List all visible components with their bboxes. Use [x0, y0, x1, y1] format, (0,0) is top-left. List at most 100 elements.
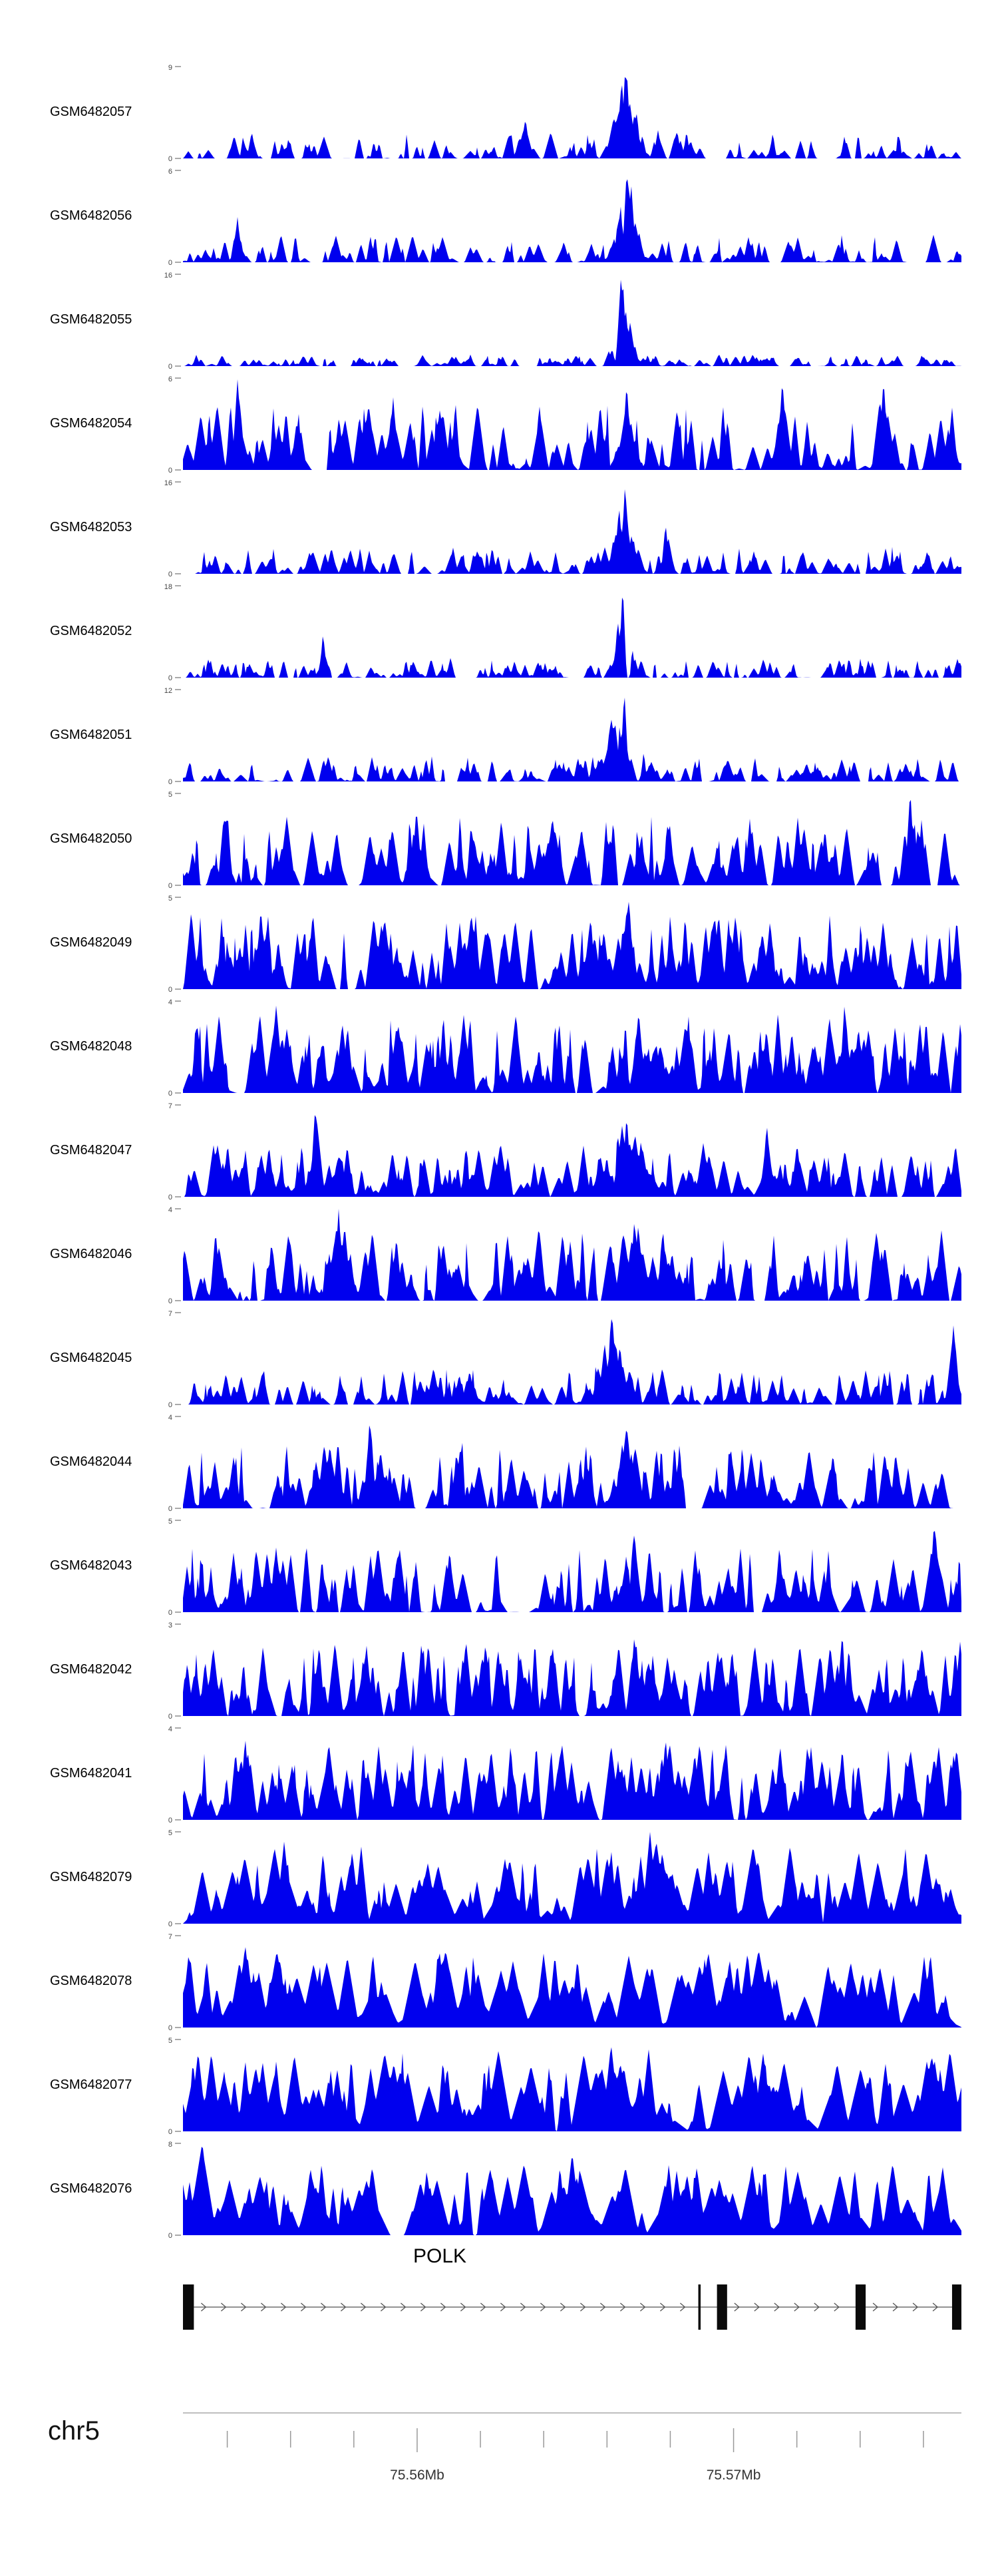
strand-arrow-icon — [679, 2302, 686, 2312]
y-axis-min-label: 0 — [168, 155, 172, 163]
coverage-track-row: GSM6482046 4 0 — [0, 1203, 998, 1307]
y-axis-max-label: 4 — [168, 998, 172, 1006]
y-axis-max-label: 4 — [168, 1206, 172, 1214]
y-axis-min-label: 0 — [168, 986, 172, 994]
coverage-area — [183, 280, 961, 366]
coverage-area — [183, 2047, 961, 2131]
strand-arrow-icon — [892, 2302, 899, 2312]
y-axis-min-label: 0 — [168, 2128, 172, 2136]
strand-arrow-icon — [440, 2302, 446, 2312]
strand-arrow-icon — [834, 2302, 840, 2312]
y-axis-max-label: 7 — [168, 1310, 172, 1318]
coverage-track-row: GSM6482053 16 0 — [0, 476, 998, 580]
genome-axis-track: chr5 75.56Mb 75.57Mb — [0, 2338, 998, 2576]
coverage-plot: 50 — [168, 1518, 961, 1617]
coverage-area — [183, 1639, 961, 1716]
strand-arrow-icon — [659, 2302, 666, 2312]
strand-arrow-icon — [814, 2302, 820, 2312]
coverage-plot: 40 — [168, 1206, 961, 1305]
coverage-area — [183, 698, 961, 781]
exon-box — [698, 2284, 701, 2330]
track-sample-label: GSM6482054 — [50, 416, 132, 431]
coverage-track-row: GSM6482049 5 0 — [0, 891, 998, 995]
y-axis-max-label: 3 — [168, 1621, 172, 1629]
y-axis-max-label: 5 — [168, 791, 172, 799]
y-axis-min-label: 0 — [168, 778, 172, 786]
y-axis-min-label: 0 — [168, 467, 172, 475]
coverage-plot: 70 — [168, 1933, 961, 2032]
coverage-area — [183, 379, 961, 470]
strand-arrow-icon — [794, 2302, 800, 2312]
coverage-plot: 60 — [168, 168, 961, 267]
track-sample-label: GSM6482047 — [50, 1143, 132, 1158]
exon-box — [717, 2284, 727, 2330]
gene-name-label: POLK — [413, 2245, 467, 2267]
track-sample-label: GSM6482043 — [50, 1558, 132, 1573]
strand-arrow-icon — [500, 2302, 506, 2312]
y-axis-max-label: 5 — [168, 895, 172, 903]
y-axis-max-label: 7 — [168, 1933, 172, 1941]
coverage-plot: 40 — [168, 1725, 961, 1825]
track-sample-label: GSM6482053 — [50, 520, 132, 535]
y-axis-min-label: 0 — [168, 363, 172, 371]
track-sample-label: GSM6482041 — [50, 1766, 132, 1781]
strand-arrow-icon — [734, 2302, 740, 2312]
track-sample-label: GSM6482045 — [50, 1351, 132, 1365]
y-axis-min-label: 0 — [168, 1505, 172, 1513]
coverage-area — [183, 1832, 961, 1924]
coverage-tracks: GSM6482057 9 0 GSM6482056 6 0 GSM6482055 16 0 GSM… — [0, 61, 998, 2241]
chromosome-label: chr5 — [48, 2416, 100, 2446]
y-axis-min-label: 0 — [168, 1297, 172, 1305]
coverage-plot: 18 0 — [164, 583, 961, 682]
strand-arrow-icon — [340, 2302, 347, 2312]
y-axis-min-label: 0 — [168, 1713, 172, 1721]
coverage-track-row: GSM6482051 12 0 — [0, 684, 998, 787]
y-axis-min-label: 0 — [168, 882, 172, 890]
strand-arrow-icon — [220, 2302, 227, 2312]
coverage-area — [183, 1209, 961, 1301]
coverage-track-row: GSM6482043 5 0 — [0, 1514, 998, 1618]
y-axis-max-label: 4 — [168, 1725, 172, 1733]
coverage-plot: 70 — [168, 1102, 961, 1201]
strand-arrow-icon — [599, 2302, 606, 2312]
coverage-plot: 16 0 — [164, 479, 961, 578]
y-axis-max-label: 12 — [164, 687, 172, 695]
coverage-plot: 30 — [168, 1621, 961, 1721]
strand-arrow-icon — [774, 2302, 780, 2312]
coverage-plot: 70 — [168, 1310, 961, 1409]
strand-arrow-icon — [300, 2302, 307, 2312]
strand-arrow-icon — [380, 2302, 387, 2312]
coverage-track-row: GSM6482044 4 0 — [0, 1410, 998, 1514]
axis-tick-label: 75.56Mb — [390, 2468, 444, 2483]
strand-arrow-icon — [320, 2302, 327, 2312]
track-sample-label: GSM6482078 — [50, 1974, 132, 1988]
y-axis-min-label: 0 — [168, 1817, 172, 1825]
track-sample-label: GSM6482079 — [50, 1870, 132, 1884]
strand-arrow-icon — [260, 2302, 267, 2312]
y-axis-max-label: 6 — [168, 168, 172, 176]
strand-arrow-icon — [912, 2302, 919, 2312]
strand-arrow-icon — [240, 2302, 247, 2312]
y-axis-min-label: 0 — [168, 1920, 172, 1928]
coverage-track-row: GSM6482050 5 0 — [0, 787, 998, 891]
coverage-track-row: GSM6482079 5 0 — [0, 1826, 998, 1930]
coverage-plot: 80 — [168, 2141, 961, 2240]
y-axis-max-label: 5 — [168, 1518, 172, 1526]
strand-arrow-icon — [360, 2302, 367, 2312]
coverage-track-row: GSM6482042 3 0 — [0, 1618, 998, 1722]
track-sample-label: GSM6482048 — [50, 1039, 132, 1054]
strand-arrow-icon — [420, 2302, 426, 2312]
coverage-track-row: GSM6482076 8 0 — [0, 2137, 998, 2241]
coverage-area — [183, 2147, 961, 2235]
strand-arrow-icon — [540, 2302, 546, 2312]
strand-arrow-icon — [619, 2302, 626, 2312]
track-sample-label: GSM6482050 — [50, 831, 132, 846]
gene-model-track: POLK — [0, 2241, 998, 2338]
coverage-area — [183, 1531, 961, 1612]
track-sample-label: GSM6482051 — [50, 728, 132, 742]
strand-arrow-icon — [460, 2302, 466, 2312]
track-sample-label: GSM6482049 — [50, 935, 132, 950]
coverage-area — [183, 1425, 961, 1508]
track-sample-label: GSM6482057 — [50, 105, 132, 119]
